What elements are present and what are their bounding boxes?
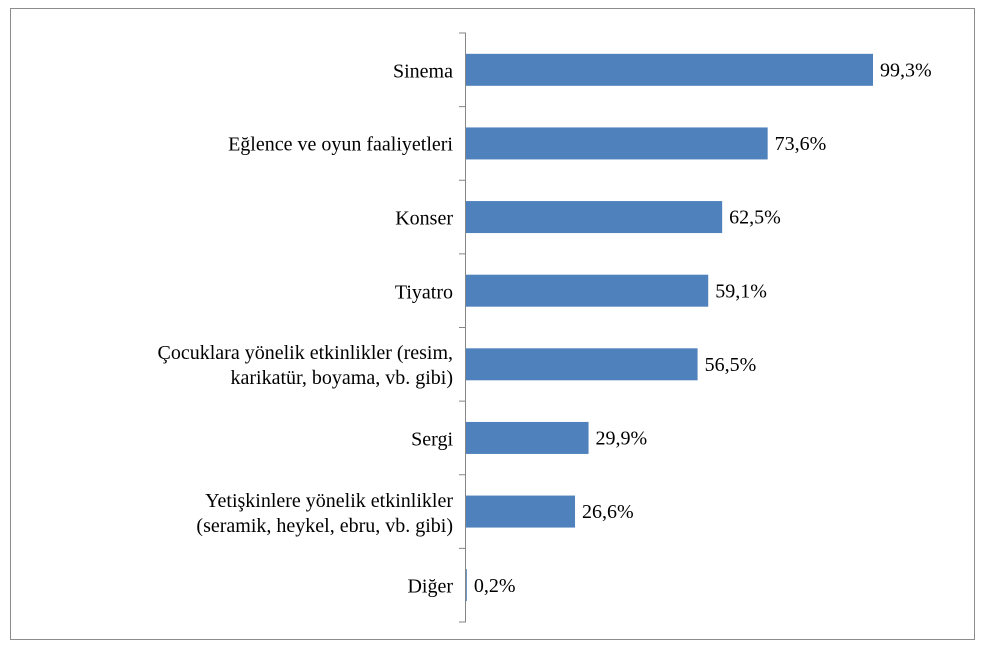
chart-border bbox=[10, 8, 975, 640]
data-label: 73,6% bbox=[775, 133, 827, 155]
bar bbox=[466, 348, 698, 381]
bar bbox=[466, 274, 709, 307]
bar bbox=[466, 201, 723, 234]
bar bbox=[466, 495, 576, 528]
category-label: Sergi bbox=[411, 428, 453, 451]
bar bbox=[466, 421, 589, 454]
data-label: 26,6% bbox=[582, 501, 634, 523]
data-label: 29,9% bbox=[596, 428, 648, 450]
category-label: Çocuklara yönelik etkinlikler (resim, ka… bbox=[157, 342, 453, 390]
data-label: 99,3% bbox=[880, 59, 932, 81]
bar bbox=[466, 127, 768, 160]
category-label: Diğer bbox=[407, 575, 453, 598]
category-label: Yetişkinlere yönelik etkinlikler (serami… bbox=[196, 489, 453, 537]
category-label: Konser bbox=[395, 207, 453, 230]
category-label: Eğlence ve oyun faaliyetleri bbox=[228, 133, 453, 156]
bar bbox=[466, 53, 873, 86]
category-label: Sinema bbox=[393, 60, 453, 83]
data-label: 56,5% bbox=[705, 354, 757, 376]
bar bbox=[466, 569, 467, 602]
data-label: 0,2% bbox=[474, 575, 516, 597]
data-label: 62,5% bbox=[729, 207, 781, 229]
data-label: 59,1% bbox=[715, 280, 767, 302]
category-label: Tiyatro bbox=[394, 281, 453, 304]
